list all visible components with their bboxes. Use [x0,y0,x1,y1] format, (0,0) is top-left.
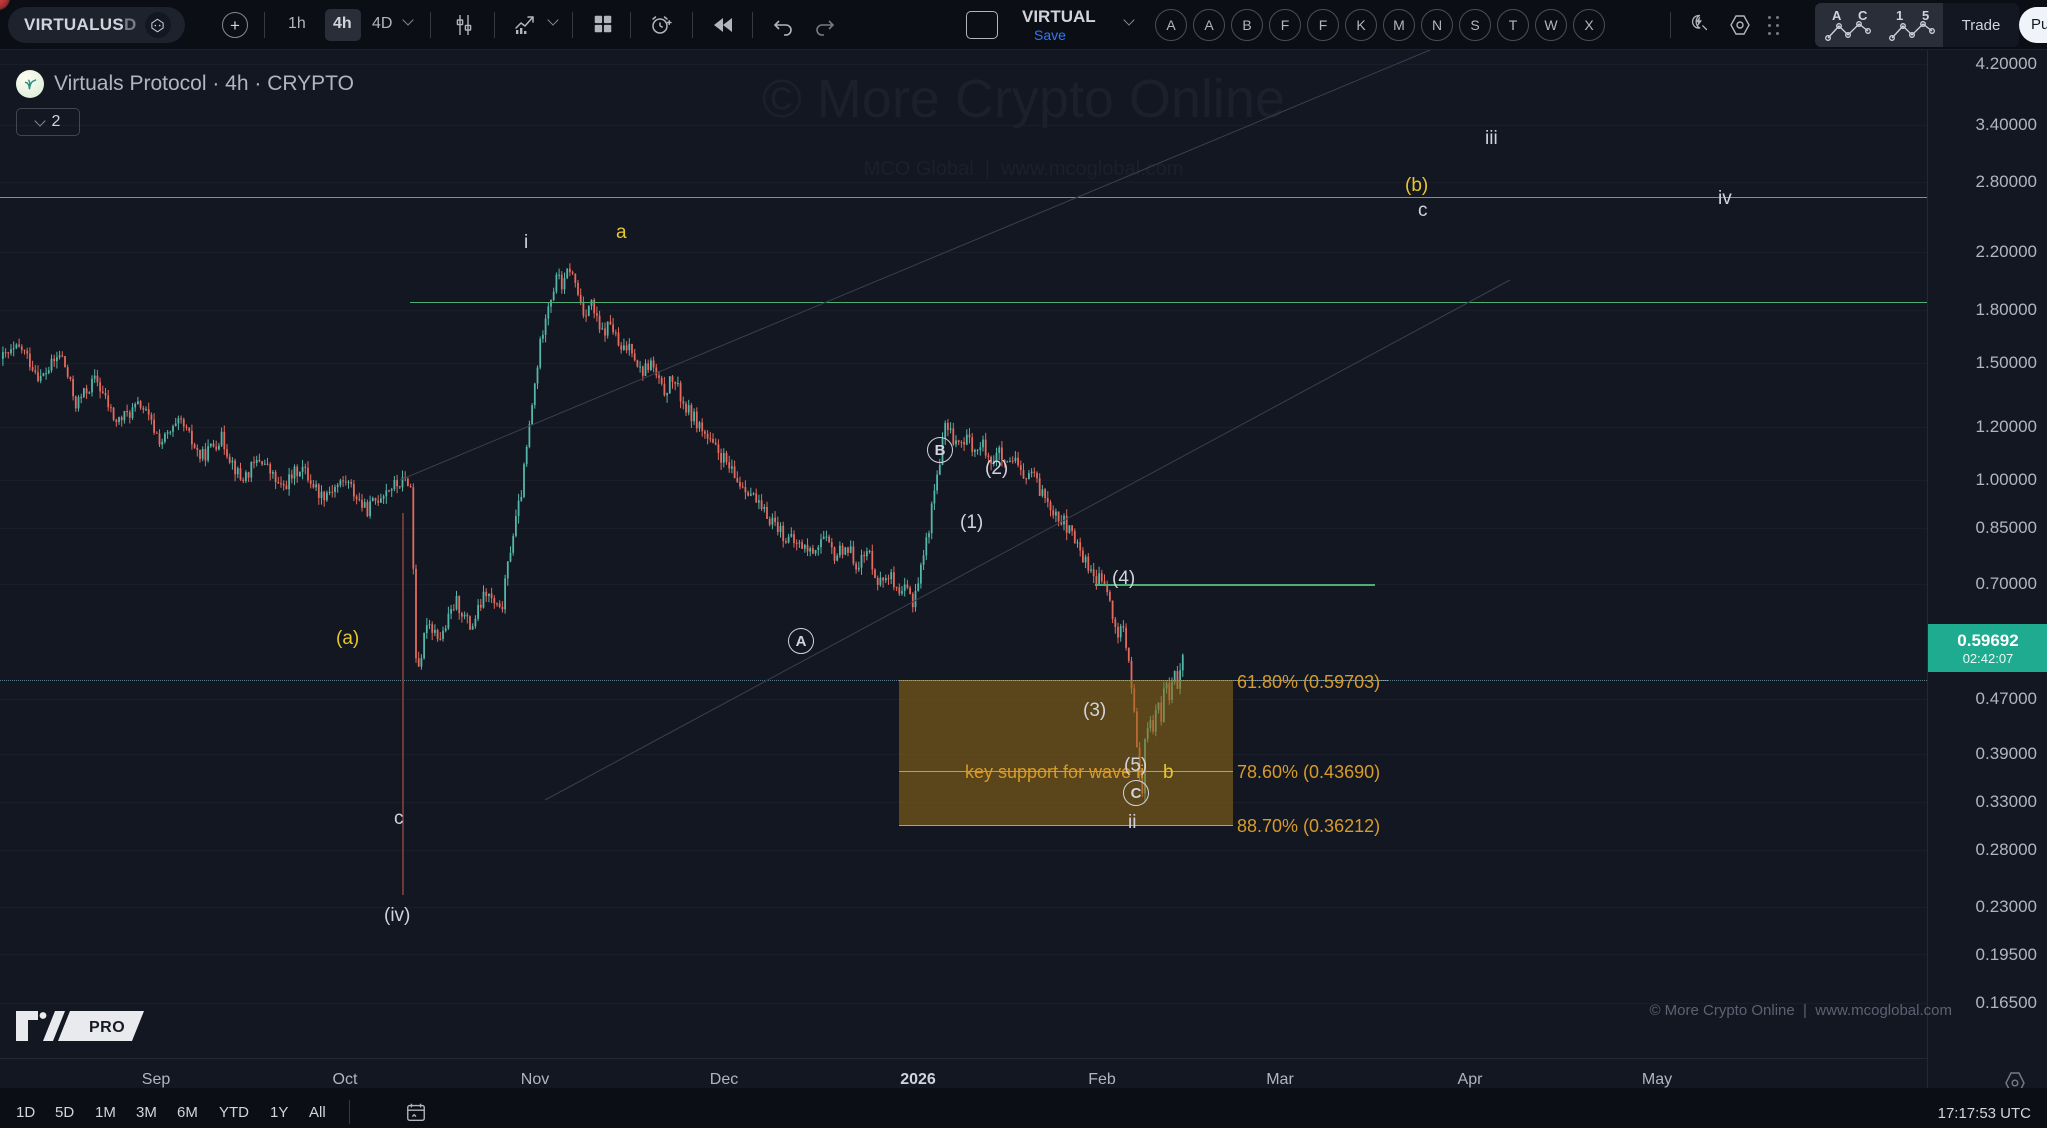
svg-text:PRO: PRO [89,1019,125,1036]
